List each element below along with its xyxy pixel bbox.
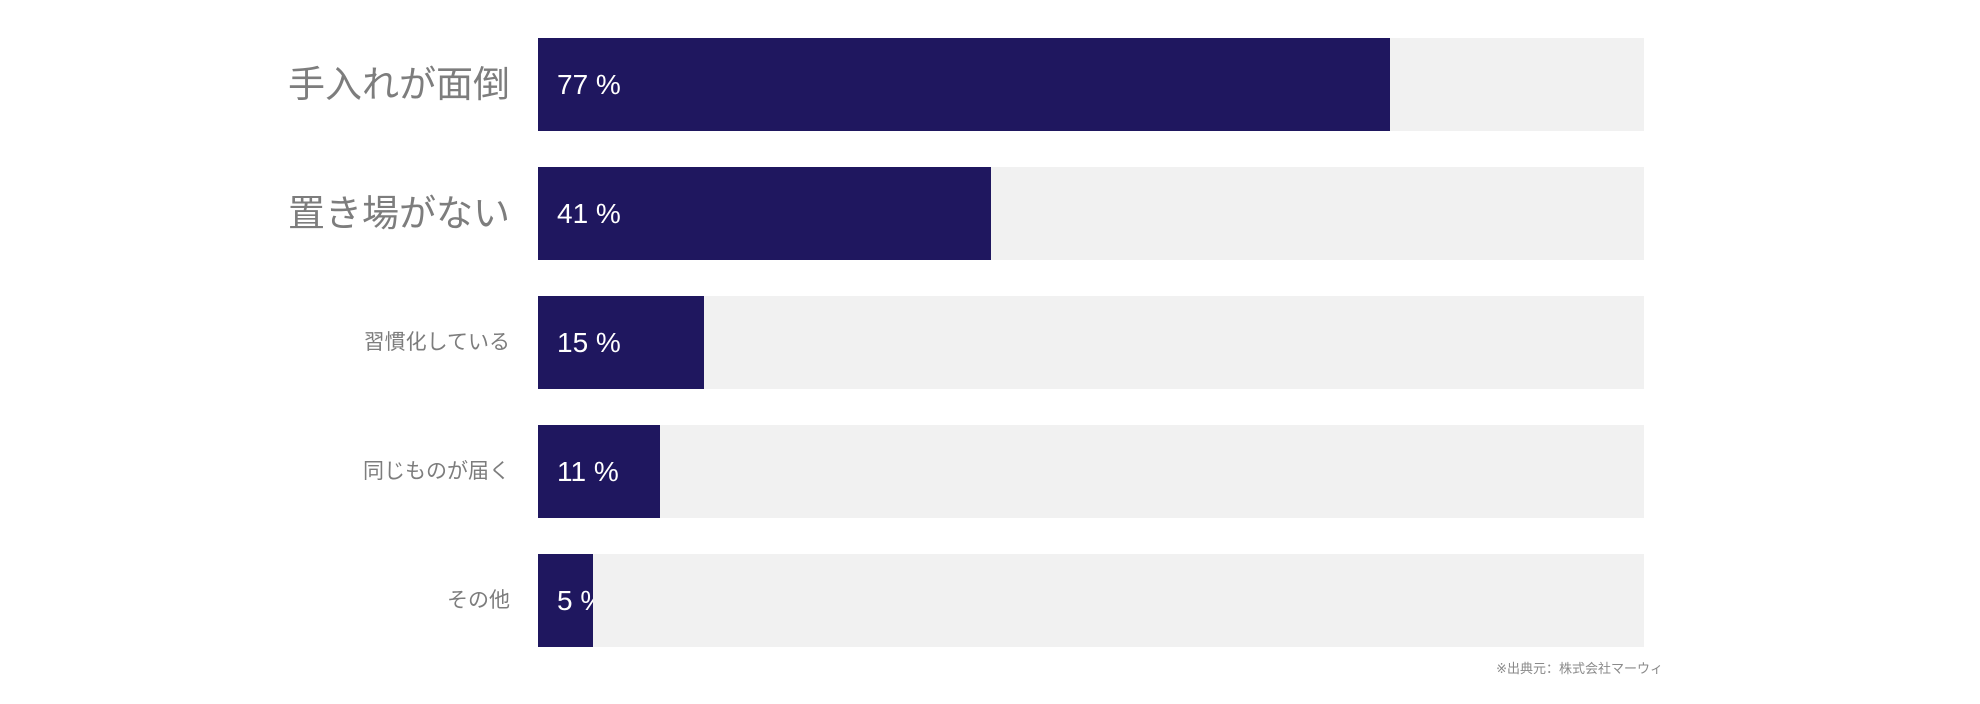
bar-fill: 15 % bbox=[538, 296, 704, 389]
bar-row: 同じものが届く 11 % bbox=[0, 425, 1980, 518]
value-label: 5 % bbox=[557, 584, 593, 616]
value-label: 41 % bbox=[557, 197, 621, 229]
bar-fill: 77 % bbox=[538, 38, 1390, 131]
bar-track: 11 % bbox=[538, 425, 1644, 518]
bar-fill: 5 % bbox=[538, 554, 594, 647]
bar-row: 習慣化している 15 % bbox=[0, 296, 1980, 389]
value-label: 77 % bbox=[557, 68, 621, 100]
bar-row: その他 5 % bbox=[0, 554, 1980, 647]
bar-track: 41 % bbox=[538, 167, 1644, 260]
bar-row: 手入れが面倒 77 % bbox=[0, 38, 1980, 131]
source-note: ※出典元：株式会社マーウィ bbox=[1496, 661, 1663, 676]
bar-track: 15 % bbox=[538, 296, 1644, 389]
bar-row: 置き場がない 41 % bbox=[0, 167, 1980, 260]
category-label: 手入れが面倒 bbox=[288, 64, 510, 105]
bar-track: 5 % bbox=[538, 554, 1644, 647]
bar-fill: 41 % bbox=[538, 167, 992, 260]
category-label: 習慣化している bbox=[363, 331, 510, 354]
value-label: 15 % bbox=[557, 326, 621, 358]
category-label: 同じものが届く bbox=[363, 460, 510, 483]
bar-fill: 11 % bbox=[538, 425, 660, 518]
category-label: その他 bbox=[447, 589, 510, 612]
category-label: 置き場がない bbox=[288, 193, 510, 234]
bar-track: 77 % bbox=[538, 38, 1644, 131]
value-label: 11 % bbox=[557, 455, 619, 487]
